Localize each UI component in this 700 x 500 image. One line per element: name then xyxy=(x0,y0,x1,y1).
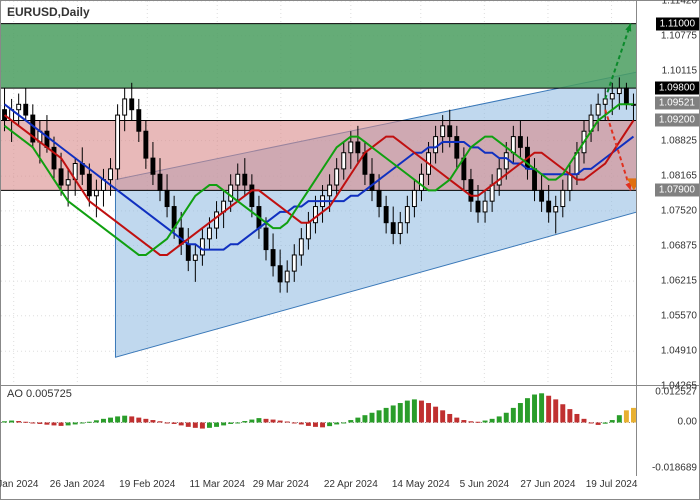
y-tick: 1.11420 xyxy=(662,0,697,7)
y-tick: 1.06875 xyxy=(661,240,697,251)
x-axis-time: 4 Jan 2024 26 Jan 2024 19 Feb 2024 11 Mar 2… xyxy=(1,476,637,500)
price-chart-svg xyxy=(1,1,637,386)
price-chart-area[interactable] xyxy=(1,1,637,386)
y-tick: 1.04910 xyxy=(661,346,697,357)
chart-wrapper: EURUSD,Daily 1.114201.107751.101151.0947… xyxy=(0,0,700,500)
y-axis-indicator: 0.012527 0.00 -0.018689 xyxy=(637,386,699,476)
price-tag: 1.11000 xyxy=(656,17,699,30)
x-tick: 19 Jul 2024 xyxy=(586,479,638,490)
price-tag: 1.07900 xyxy=(655,184,699,197)
indicator-area[interactable]: AO 0.005725 xyxy=(1,386,637,476)
x-tick: 4 Jan 2024 xyxy=(0,479,38,490)
indicator-svg xyxy=(1,386,637,476)
chart-title: EURUSD,Daily xyxy=(7,5,90,19)
price-tag: 1.09521 xyxy=(655,97,699,110)
y-tick: 1.07520 xyxy=(661,205,697,216)
x-tick: 14 May 2024 xyxy=(392,479,450,490)
indicator-y-tick: 0.00 xyxy=(678,417,697,428)
x-tick: 19 Feb 2024 xyxy=(119,479,175,490)
x-tick: 29 Mar 2024 xyxy=(253,479,309,490)
y-tick: 1.08165 xyxy=(661,171,697,182)
x-tick: 27 Jun 2024 xyxy=(520,479,575,490)
indicator-y-tick: -0.018689 xyxy=(652,462,697,473)
y-tick: 1.05570 xyxy=(661,310,697,321)
y-tick: 1.06215 xyxy=(661,276,697,287)
y-tick: 1.08825 xyxy=(661,135,697,146)
x-tick: 5 Jun 2024 xyxy=(460,479,510,490)
price-tag: 1.09200 xyxy=(655,114,699,127)
y-axis-price: 1.114201.107751.101151.094751.088251.081… xyxy=(637,1,699,386)
x-tick: 22 Apr 2024 xyxy=(324,479,378,490)
indicator-y-tick: 0.012527 xyxy=(655,387,697,398)
x-tick: 11 Mar 2024 xyxy=(190,479,245,490)
x-tick: 26 Jan 2024 xyxy=(50,479,105,490)
price-tag: 1.09800 xyxy=(655,82,699,95)
y-tick: 1.10115 xyxy=(662,66,697,77)
y-tick: 1.10775 xyxy=(661,30,697,41)
indicator-label: AO 0.005725 xyxy=(7,388,72,400)
